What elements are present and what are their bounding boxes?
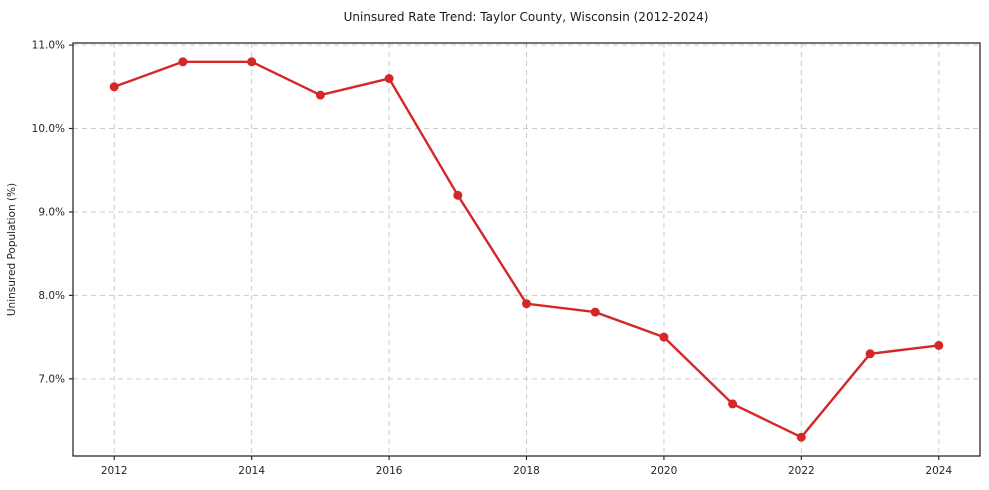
chart-title: Uninsured Rate Trend: Taylor County, Wis… (344, 10, 709, 24)
data-point (659, 332, 669, 342)
grid-lines (73, 43, 980, 456)
x-tick-label: 2012 (101, 465, 128, 477)
axes: 7.0% 8.0% 9.0% 10.0% 11.0% 2012 2014 2016 2018 20… (32, 40, 981, 477)
x-tick-label: 2024 (925, 465, 952, 477)
x-tick-label: 2014 (238, 465, 265, 477)
data-point (315, 90, 325, 100)
y-tick-label: 10.0% (32, 123, 65, 135)
x-tick-label: 2018 (513, 465, 540, 477)
data-point (109, 82, 119, 92)
x-tick-label: 2016 (376, 465, 403, 477)
data-point (384, 74, 394, 83)
data-series (109, 57, 944, 442)
x-tick-label: 2020 (651, 465, 678, 477)
data-point (934, 340, 944, 350)
data-point (453, 190, 463, 200)
data-point (522, 299, 531, 309)
data-point (865, 349, 875, 359)
y-tick-label: 9.0% (38, 207, 65, 219)
x-tick-label: 2022 (788, 465, 815, 477)
data-point (247, 57, 257, 67)
y-tick-label: 7.0% (38, 373, 65, 385)
y-tick-label: 11.0% (32, 40, 65, 52)
data-point (178, 57, 188, 67)
data-point (728, 399, 738, 409)
y-axis-label: Uninsured Population (%) (6, 183, 18, 316)
data-point (796, 432, 806, 442)
data-point (590, 307, 600, 317)
y-tick-label: 8.0% (38, 290, 65, 302)
